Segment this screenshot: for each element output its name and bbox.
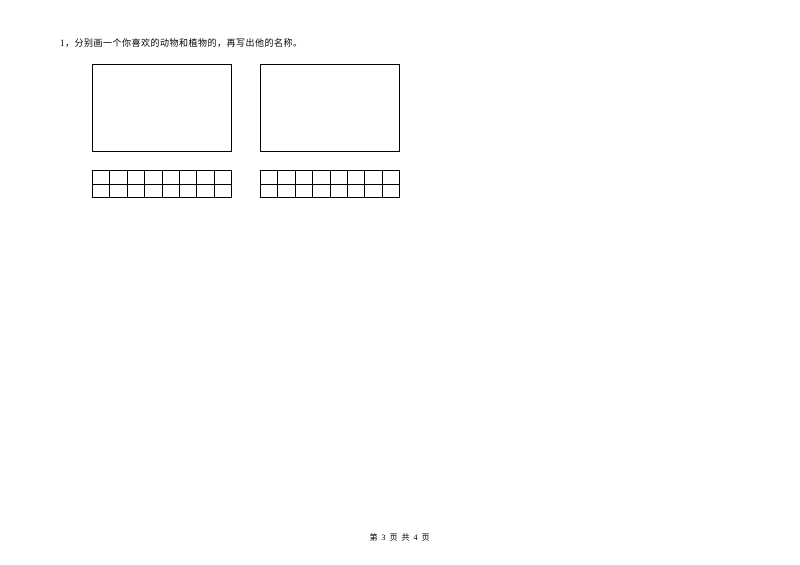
grid-cell bbox=[261, 171, 277, 184]
drawing-box-animal bbox=[92, 64, 232, 152]
writing-grids-row bbox=[92, 170, 400, 198]
drawing-boxes-row bbox=[92, 64, 400, 152]
grid-cell bbox=[162, 185, 179, 197]
grid-cell bbox=[364, 185, 381, 197]
grid-cell bbox=[109, 171, 126, 184]
grid-cell bbox=[162, 171, 179, 184]
grid-cell bbox=[330, 185, 347, 197]
grid-cell bbox=[277, 171, 294, 184]
grid-cell bbox=[144, 185, 161, 197]
question-line: 1，分别画一个你喜欢的动物和植物的，再写出他的名称。 bbox=[60, 36, 303, 49]
page: 1，分别画一个你喜欢的动物和植物的，再写出他的名称。 bbox=[0, 0, 800, 565]
footer-text: 第 3 页 共 4 页 bbox=[370, 533, 431, 542]
grid-cell bbox=[277, 185, 294, 197]
grid-cell bbox=[179, 185, 196, 197]
grid-cell bbox=[295, 185, 312, 197]
grid-cell bbox=[196, 171, 213, 184]
grid-cell bbox=[196, 185, 213, 197]
grid-cell bbox=[312, 185, 329, 197]
grid-cell bbox=[179, 171, 196, 184]
question-number: 1， bbox=[60, 38, 75, 48]
page-footer: 第 3 页 共 4 页 bbox=[0, 532, 800, 543]
grid-cell bbox=[127, 185, 144, 197]
grid-cell bbox=[261, 185, 277, 197]
grid-row bbox=[93, 184, 231, 197]
grid-cell bbox=[93, 171, 109, 184]
grid-cell bbox=[347, 171, 364, 184]
drawing-box-plant bbox=[260, 64, 400, 152]
question-text: 分别画一个你喜欢的动物和植物的，再写出他的名称。 bbox=[75, 38, 303, 48]
writing-grid-plant bbox=[260, 170, 400, 198]
grid-cell bbox=[214, 171, 231, 184]
grid-cell bbox=[312, 171, 329, 184]
grid-cell bbox=[382, 185, 399, 197]
grid-cell bbox=[144, 171, 161, 184]
grid-cell bbox=[93, 185, 109, 197]
grid-row bbox=[261, 184, 399, 197]
grid-cell bbox=[382, 171, 399, 184]
writing-grid-animal bbox=[92, 170, 232, 198]
grid-cell bbox=[109, 185, 126, 197]
grid-cell bbox=[364, 171, 381, 184]
grid-row bbox=[261, 171, 399, 184]
grid-cell bbox=[347, 185, 364, 197]
grid-cell bbox=[214, 185, 231, 197]
grid-cell bbox=[127, 171, 144, 184]
grid-row bbox=[93, 171, 231, 184]
grid-cell bbox=[330, 171, 347, 184]
grid-cell bbox=[295, 171, 312, 184]
